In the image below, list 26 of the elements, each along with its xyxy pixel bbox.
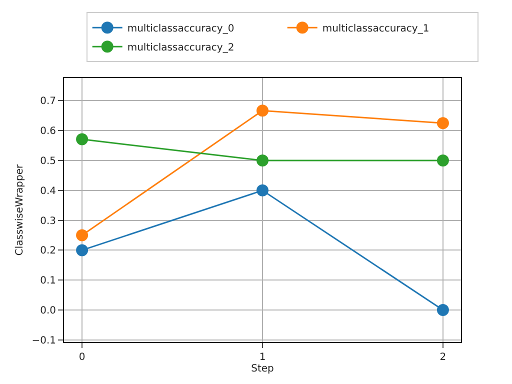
- y-axis-title: ClasswiseWrapper: [14, 163, 26, 256]
- y-tick-label: 0.5: [40, 156, 56, 168]
- point: [76, 244, 88, 256]
- x-tick-label: 2: [440, 352, 446, 363]
- point: [76, 229, 88, 242]
- y-tick-label: 0.4: [40, 186, 56, 197]
- y-tick-label: 0.6: [40, 126, 56, 138]
- y-tick-label: 0.1: [40, 276, 56, 287]
- y-tick-label: −0.1: [32, 335, 56, 346]
- point: [256, 184, 268, 196]
- point: [436, 154, 449, 167]
- x-tick-label: 1: [259, 352, 266, 363]
- y-tick-label: 0.7: [40, 96, 56, 108]
- y-tick-label: 0.0: [40, 306, 56, 317]
- x-tick-label: 0: [78, 352, 86, 363]
- point: [256, 154, 268, 167]
- point: [436, 304, 449, 316]
- legend-label: multiclassaccuracy_1: [322, 24, 430, 35]
- point: [76, 133, 88, 146]
- legend-label: multiclassaccuracy_0: [127, 24, 234, 35]
- legend-label: multiclassaccuracy_2: [127, 42, 234, 54]
- y-tick-label: 0.3: [40, 216, 56, 227]
- point: [436, 117, 449, 130]
- y-tick-label: 0.2: [40, 246, 56, 257]
- x-axis-title: Step: [251, 364, 274, 374]
- point: [256, 104, 268, 117]
